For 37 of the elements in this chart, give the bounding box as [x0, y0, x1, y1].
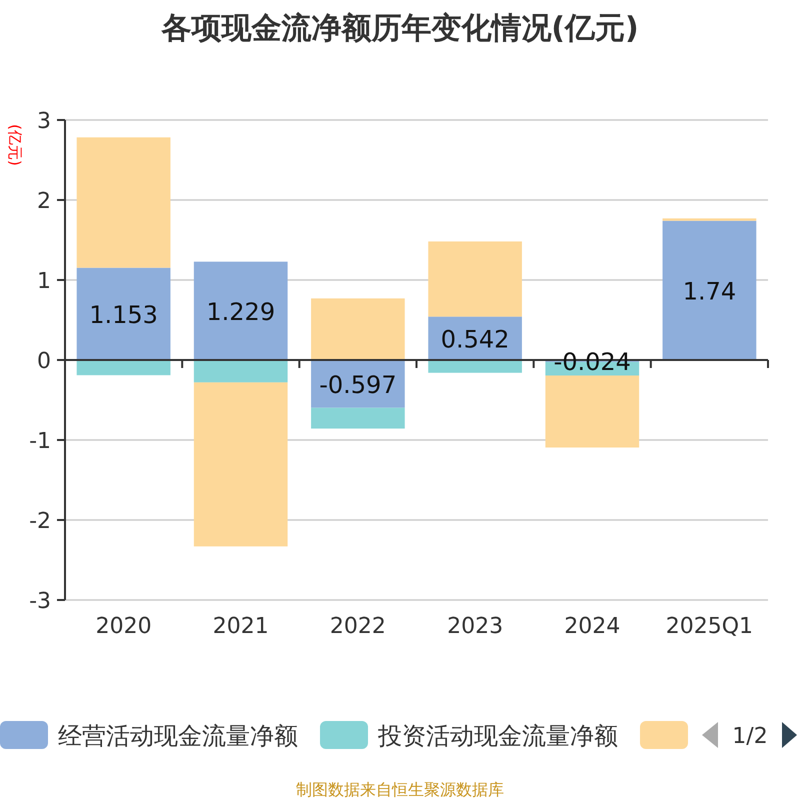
bar: [545, 376, 640, 448]
data-label: 1.153: [89, 300, 158, 329]
y-tick-label: 2: [37, 189, 51, 214]
y-tick-label: 0: [37, 349, 51, 374]
text: 制图数据来自恒生聚源数据库: [296, 780, 504, 799]
bar: [76, 268, 170, 360]
bar: [428, 360, 522, 373]
data-label: 1.229: [206, 298, 276, 326]
legend-label: 经营活动现金流量净额: [58, 722, 298, 750]
data-label: 0.542: [440, 325, 510, 354]
bar: [194, 262, 288, 360]
x-tick-label: 2021: [212, 614, 269, 639]
bar: [76, 137, 170, 268]
bar: [194, 360, 288, 382]
x-tick-label: 2025Q1: [666, 614, 754, 639]
y-tick-label: -1: [29, 429, 51, 454]
x-tick-label: 2024: [564, 614, 620, 639]
bar: [662, 218, 756, 221]
bar: [662, 220, 756, 360]
chart-title: 各项现金流净额历年变化情况(亿元): [160, 11, 639, 46]
y-axis-title: (亿元): [6, 124, 24, 166]
x-tick-label: 2023: [447, 614, 504, 639]
y-tick-label: -2: [29, 509, 51, 534]
text: 1/2: [732, 724, 768, 749]
legend-label: 投资活动现金流量净额: [377, 722, 618, 750]
bar: [311, 408, 405, 429]
y-tick-label: 1: [37, 269, 51, 294]
x-tick-label: 2020: [96, 614, 152, 639]
bar: [194, 382, 288, 546]
x-tick-label: 2022: [330, 614, 386, 639]
y-tick-label: -3: [29, 589, 51, 614]
y-tick-label: 3: [37, 109, 51, 134]
bar: [311, 298, 405, 360]
data-label: 1.74: [682, 277, 736, 306]
bar: [76, 360, 170, 376]
data-label: -0.597: [319, 370, 397, 399]
bar: [428, 241, 522, 317]
